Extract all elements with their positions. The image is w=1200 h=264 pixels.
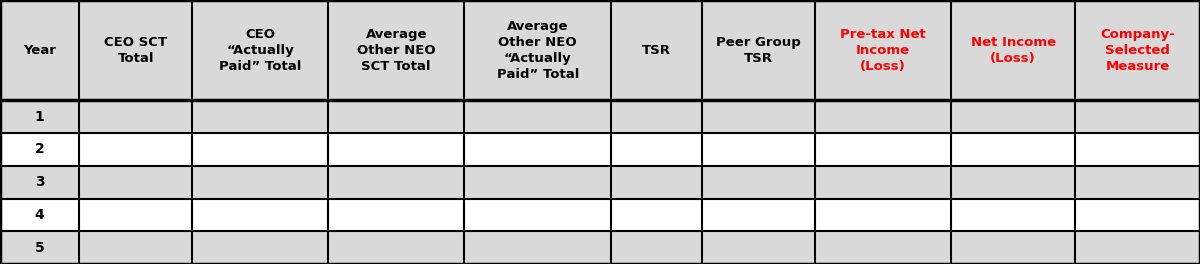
Bar bbox=[702, 231, 815, 264]
Bar bbox=[192, 0, 329, 100]
Text: 5: 5 bbox=[35, 241, 44, 255]
Bar bbox=[1075, 133, 1200, 166]
Text: TSR: TSR bbox=[642, 44, 671, 57]
Bar bbox=[464, 100, 611, 133]
Bar bbox=[815, 231, 950, 264]
Bar bbox=[702, 166, 815, 199]
Bar bbox=[702, 100, 815, 133]
Bar bbox=[79, 133, 192, 166]
Text: 4: 4 bbox=[35, 208, 44, 222]
Bar bbox=[950, 100, 1075, 133]
Text: 3: 3 bbox=[35, 175, 44, 189]
Bar bbox=[950, 133, 1075, 166]
Bar bbox=[611, 199, 702, 231]
Text: CEO SCT
Total: CEO SCT Total bbox=[104, 36, 167, 65]
Bar bbox=[611, 0, 702, 100]
Bar bbox=[329, 199, 464, 231]
Bar bbox=[950, 199, 1075, 231]
Bar bbox=[192, 166, 329, 199]
Bar bbox=[464, 231, 611, 264]
Text: Average
Other NEO
SCT Total: Average Other NEO SCT Total bbox=[356, 28, 436, 73]
Bar bbox=[329, 166, 464, 199]
Bar bbox=[329, 133, 464, 166]
Bar bbox=[192, 133, 329, 166]
Bar bbox=[0, 231, 79, 264]
Bar bbox=[329, 231, 464, 264]
Bar bbox=[79, 231, 192, 264]
Bar bbox=[464, 199, 611, 231]
Bar bbox=[815, 100, 950, 133]
Bar bbox=[950, 166, 1075, 199]
Bar bbox=[702, 133, 815, 166]
Bar bbox=[611, 166, 702, 199]
Text: Net Income
(Loss): Net Income (Loss) bbox=[971, 36, 1056, 65]
Bar bbox=[950, 231, 1075, 264]
Text: Company-
Selected
Measure: Company- Selected Measure bbox=[1100, 28, 1175, 73]
Text: Peer Group
TSR: Peer Group TSR bbox=[716, 36, 800, 65]
Text: 1: 1 bbox=[35, 110, 44, 124]
Bar bbox=[329, 0, 464, 100]
Bar bbox=[192, 100, 329, 133]
Bar bbox=[815, 0, 950, 100]
Text: Year: Year bbox=[23, 44, 56, 57]
Bar bbox=[79, 0, 192, 100]
Bar bbox=[0, 166, 79, 199]
Bar bbox=[611, 100, 702, 133]
Bar bbox=[815, 199, 950, 231]
Bar bbox=[1075, 166, 1200, 199]
Bar bbox=[329, 100, 464, 133]
Bar bbox=[611, 133, 702, 166]
Bar bbox=[79, 100, 192, 133]
Bar bbox=[192, 231, 329, 264]
Text: CEO
“Actually
Paid” Total: CEO “Actually Paid” Total bbox=[220, 28, 301, 73]
Bar bbox=[702, 199, 815, 231]
Bar bbox=[702, 0, 815, 100]
Bar bbox=[1075, 0, 1200, 100]
Bar bbox=[1075, 231, 1200, 264]
Bar bbox=[611, 231, 702, 264]
Bar bbox=[815, 133, 950, 166]
Bar bbox=[192, 199, 329, 231]
Text: Average
Other NEO
“Actually
Paid” Total: Average Other NEO “Actually Paid” Total bbox=[497, 20, 578, 81]
Bar bbox=[0, 199, 79, 231]
Bar bbox=[464, 133, 611, 166]
Bar bbox=[0, 0, 79, 100]
Bar bbox=[950, 0, 1075, 100]
Text: 2: 2 bbox=[35, 142, 44, 157]
Bar bbox=[1075, 100, 1200, 133]
Bar bbox=[0, 100, 79, 133]
Bar bbox=[79, 199, 192, 231]
Bar bbox=[464, 0, 611, 100]
Bar bbox=[79, 166, 192, 199]
Bar bbox=[1075, 199, 1200, 231]
Bar bbox=[0, 133, 79, 166]
Bar bbox=[815, 166, 950, 199]
Text: Pre-tax Net
Income
(Loss): Pre-tax Net Income (Loss) bbox=[840, 28, 926, 73]
Bar bbox=[464, 166, 611, 199]
